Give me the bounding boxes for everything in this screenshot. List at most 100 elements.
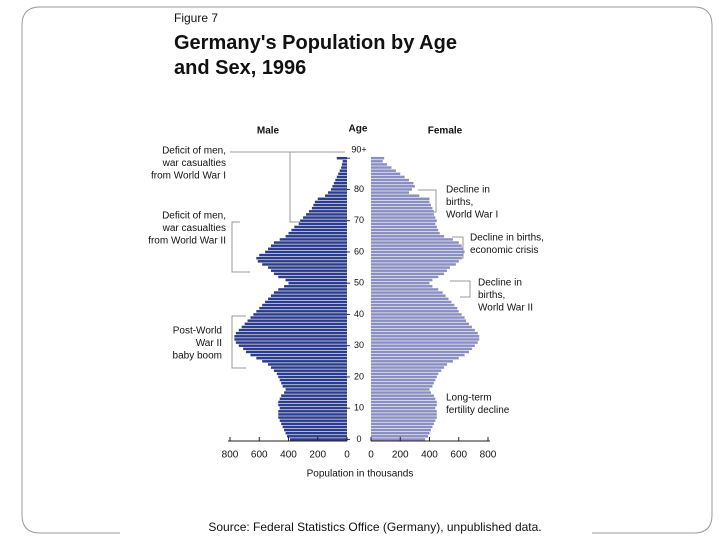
bar bbox=[371, 235, 445, 238]
bar bbox=[371, 310, 459, 313]
x-tick-label: 800 bbox=[222, 450, 239, 461]
bar bbox=[371, 356, 459, 360]
bar bbox=[330, 188, 347, 191]
annotation: fertility decline bbox=[446, 405, 510, 416]
bar bbox=[268, 297, 347, 301]
bar bbox=[265, 250, 347, 254]
bar bbox=[259, 306, 347, 310]
bar bbox=[341, 166, 347, 169]
bar bbox=[371, 350, 469, 354]
bar bbox=[371, 200, 430, 204]
bar bbox=[276, 372, 347, 376]
bar bbox=[325, 194, 347, 197]
bar bbox=[371, 260, 459, 263]
bar bbox=[371, 306, 458, 310]
bar bbox=[371, 203, 431, 207]
bar bbox=[371, 253, 464, 257]
bar bbox=[371, 331, 478, 335]
bar bbox=[268, 266, 347, 269]
bar bbox=[371, 316, 465, 319]
bar bbox=[371, 244, 462, 247]
bar bbox=[371, 360, 453, 363]
bar bbox=[371, 256, 462, 260]
bar bbox=[246, 350, 347, 354]
annotation: Deficit of men, bbox=[162, 146, 226, 157]
right-heading: Female bbox=[428, 126, 463, 137]
bar bbox=[371, 391, 431, 394]
bar bbox=[338, 172, 347, 176]
bar bbox=[371, 219, 437, 222]
bar bbox=[284, 428, 347, 432]
left-heading: Male bbox=[257, 126, 280, 137]
bar bbox=[371, 428, 431, 432]
x-tick-label: 800 bbox=[480, 450, 497, 461]
bar bbox=[371, 291, 443, 294]
bar bbox=[371, 406, 436, 410]
annotation: Decline in bbox=[446, 185, 490, 196]
bar bbox=[273, 272, 347, 276]
bar bbox=[371, 363, 448, 366]
bar bbox=[371, 297, 449, 301]
source-note: Source: Federal Statistics Office (Germa… bbox=[208, 520, 541, 534]
x-axis-label: Population in thousands bbox=[307, 469, 414, 480]
bar bbox=[371, 269, 448, 272]
bar bbox=[371, 197, 430, 201]
bar bbox=[238, 344, 347, 347]
bar bbox=[262, 360, 347, 363]
bar bbox=[371, 322, 469, 326]
bar bbox=[371, 394, 434, 397]
bar bbox=[371, 410, 437, 413]
bar bbox=[371, 275, 439, 279]
bar bbox=[371, 313, 462, 316]
x-tick-label: 200 bbox=[392, 450, 409, 461]
annotation: births, bbox=[446, 197, 473, 208]
bar bbox=[371, 403, 437, 407]
bar bbox=[270, 294, 347, 297]
bar bbox=[253, 313, 347, 316]
bar bbox=[371, 341, 478, 344]
bar bbox=[273, 291, 347, 294]
bar bbox=[294, 225, 347, 229]
age-label: 10 bbox=[354, 403, 364, 413]
bar bbox=[371, 419, 436, 422]
bar bbox=[288, 281, 347, 285]
annotation: births, bbox=[478, 290, 505, 301]
bar bbox=[371, 388, 430, 391]
bar bbox=[371, 397, 436, 401]
bar bbox=[327, 191, 347, 194]
age-label: 30 bbox=[354, 340, 364, 350]
bar bbox=[314, 200, 347, 204]
bar bbox=[335, 178, 347, 182]
bar bbox=[371, 178, 410, 182]
annotation: World War II bbox=[478, 303, 533, 314]
bar bbox=[234, 335, 347, 338]
bar bbox=[371, 438, 426, 441]
bar bbox=[371, 169, 396, 172]
bar bbox=[371, 172, 401, 176]
bar bbox=[257, 260, 347, 263]
bar bbox=[371, 303, 455, 307]
bar bbox=[371, 372, 439, 376]
bar bbox=[371, 160, 383, 163]
bar bbox=[371, 210, 434, 213]
bar bbox=[265, 300, 347, 304]
bar bbox=[371, 188, 412, 191]
bar bbox=[235, 331, 347, 335]
x-tick-label: 600 bbox=[251, 450, 268, 461]
chart-title: Germany's Population by Age bbox=[174, 32, 457, 54]
bar bbox=[371, 344, 475, 347]
bar bbox=[282, 425, 347, 429]
bar bbox=[371, 285, 433, 288]
bar bbox=[371, 335, 480, 338]
annotation: Deficit of men, bbox=[162, 211, 226, 222]
bar bbox=[371, 250, 465, 254]
annotation: from World War II bbox=[148, 236, 226, 247]
bar bbox=[270, 269, 347, 272]
annotation: economic crisis bbox=[470, 245, 538, 256]
bar bbox=[371, 225, 437, 229]
annotation: War II bbox=[196, 338, 222, 349]
bar bbox=[262, 263, 347, 266]
bar bbox=[278, 416, 347, 419]
slide-frame bbox=[21, 6, 713, 534]
